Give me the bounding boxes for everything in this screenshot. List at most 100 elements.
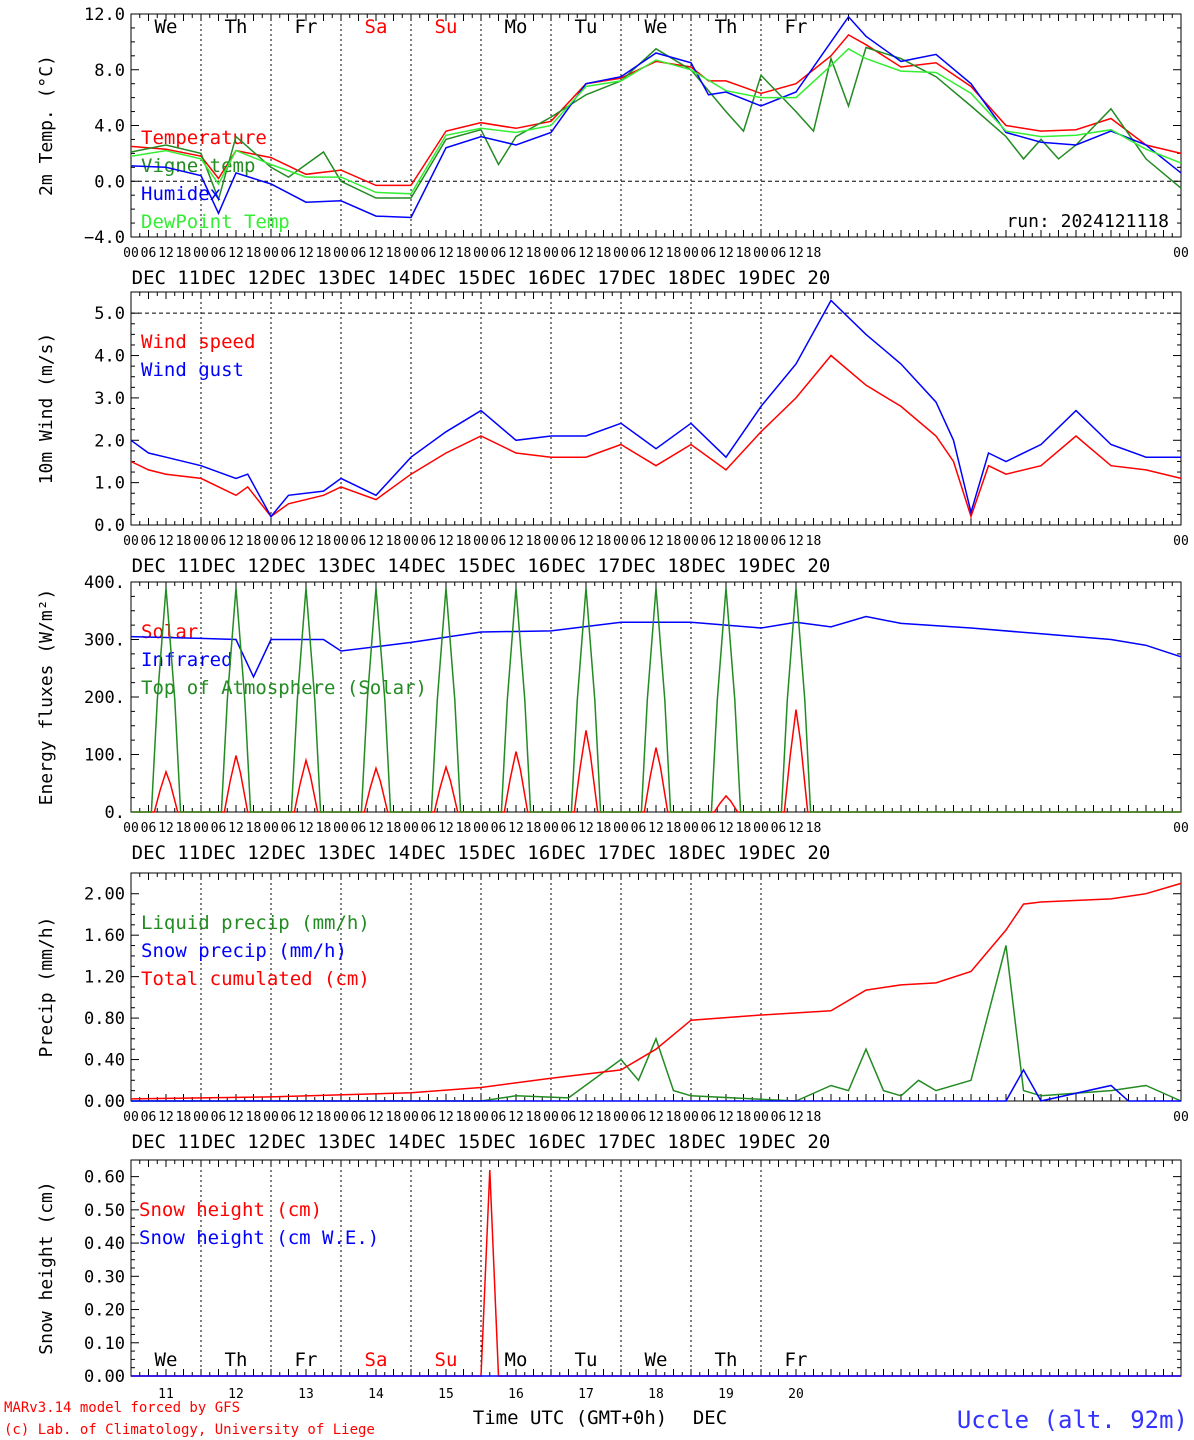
series-line (131, 1068, 1181, 1102)
hour-tick-label: 06 (491, 246, 507, 261)
date-label: DEC 14 (342, 842, 411, 864)
hour-tick-label: 12 (228, 1110, 244, 1125)
day-number-label: 17 (578, 1387, 594, 1402)
day-number-label: 18 (648, 1387, 664, 1402)
hour-tick-label: 18 (596, 534, 612, 549)
hour-tick-label: 12 (368, 821, 384, 836)
hour-tick-label: 00 (543, 534, 559, 549)
legend-entry: Infrared (141, 649, 233, 671)
hour-tick-label: 18 (386, 1110, 402, 1125)
hour-tick-label: 18 (386, 821, 402, 836)
hour-tick-label: 00 (123, 534, 139, 549)
day-number-label: 15 (438, 1387, 454, 1402)
hour-tick-label: 18 (596, 246, 612, 261)
hour-tick-label: 12 (438, 534, 454, 549)
hour-tick-label: 06 (211, 1110, 227, 1125)
y-tick-label: 3.0 (94, 389, 125, 409)
y-tick-label: 0.0 (94, 516, 125, 536)
hour-tick-label: 06 (491, 1110, 507, 1125)
y-axis-label: Precip (mm/h) (36, 917, 57, 1058)
y-tick-label: 5.0 (94, 304, 125, 324)
hour-tick-label: 12 (578, 246, 594, 261)
hour-tick-label: 00 (403, 246, 419, 261)
hour-tick-label: 00 (473, 821, 489, 836)
hour-tick-label: 12 (298, 534, 314, 549)
date-label: DEC 14 (342, 555, 411, 577)
y-tick-label: 1.0 (94, 474, 125, 494)
weekday-label: Mo (505, 1349, 528, 1371)
hour-tick-label: 06 (701, 534, 717, 549)
hour-tick-label: 12 (298, 821, 314, 836)
y-tick-label: 4.0 (94, 117, 125, 137)
panel-precip: 2.00 1.60 1.20 0.80 0.40 0.00 Precip (mm/h) Liq… (36, 872, 1189, 1153)
legend-entry: Snow precip (mm/h) (141, 940, 347, 962)
hour-tick-label: 00 (123, 821, 139, 836)
hour-tick-label: 00 (473, 246, 489, 261)
y-tick-label: 100. (84, 746, 125, 766)
hour-tick-label: 06 (421, 534, 437, 549)
y-axis-label: Energy fluxes (W/m²) (36, 589, 57, 806)
hour-tick-label: 18 (456, 821, 472, 836)
date-label: DEC 11 (132, 267, 201, 289)
hour-tick-label: 06 (421, 1110, 437, 1125)
y-tick-label: 0.10 (84, 1334, 125, 1354)
date-label: DEC 17 (552, 555, 621, 577)
station-label: Uccle (alt. 92m) (957, 1406, 1188, 1434)
hour-tick-label: 00 (1173, 821, 1189, 836)
hour-tick-label: 00 (473, 1110, 489, 1125)
hour-tick-label: 18 (596, 821, 612, 836)
hour-tick-label: 00 (1173, 246, 1189, 261)
hour-tick-label: 18 (806, 821, 822, 836)
hour-tick-label: 00 (473, 534, 489, 549)
hour-tick-label: 18 (316, 246, 332, 261)
hour-tick-label: 18 (666, 246, 682, 261)
date-label: DEC 17 (552, 267, 621, 289)
hour-tick-label: 06 (351, 821, 367, 836)
series-line (130, 882, 1182, 1100)
hour-tick-label: 18 (596, 1110, 612, 1125)
hour-tick-label: 06 (561, 534, 577, 549)
hour-tick-label: 12 (788, 1110, 804, 1125)
y-tick-label: 0.30 (84, 1267, 125, 1287)
hour-tick-label: 18 (176, 821, 192, 836)
date-label: DEC 16 (482, 842, 551, 864)
hour-tick-label: 12 (298, 246, 314, 261)
hour-tick-label: 00 (193, 246, 209, 261)
hour-tick-label: 06 (141, 1110, 157, 1125)
hour-tick-label: 00 (403, 821, 419, 836)
hour-tick-label: 12 (438, 1110, 454, 1125)
run-label: run: 2024121118 (1006, 211, 1169, 232)
y-tick-label: 0. (105, 803, 125, 823)
y-axis-label: 2m Temp. (°C) (36, 55, 57, 196)
hour-tick-label: 06 (771, 1110, 787, 1125)
y-tick-label: −4.0 (84, 228, 125, 248)
hour-tick-label: 18 (736, 1110, 752, 1125)
hour-tick-label: 06 (771, 534, 787, 549)
hour-tick-label: 00 (193, 534, 209, 549)
hour-tick-label: 12 (158, 821, 174, 836)
series-line (130, 299, 1181, 518)
y-tick-label: 0.40 (84, 1234, 125, 1254)
hour-tick-label: 00 (123, 246, 139, 261)
date-label: DEC 11 (132, 842, 201, 864)
y-tick-label: 0.60 (84, 1168, 125, 1188)
hour-tick-label: 00 (543, 821, 559, 836)
hour-tick-label: 12 (788, 246, 804, 261)
hour-tick-label: 00 (333, 534, 349, 549)
hour-tick-label: 06 (701, 821, 717, 836)
day-number-label: 11 (158, 1387, 174, 1402)
date-label: DEC 13 (272, 555, 341, 577)
panel-wind: 5.0 4.0 3.0 2.0 1.0 0.0 10m Wind (m/s) Wind spe… (36, 291, 1189, 577)
hour-tick-label: 06 (351, 534, 367, 549)
hour-tick-label: 06 (351, 246, 367, 261)
date-label: DEC 14 (342, 267, 411, 289)
panel-flux: 400.300.200.100.0.Energy fluxes (W/m²) So… (36, 573, 1189, 864)
y-axis-label: Snow height (cm) (36, 1181, 57, 1354)
weekday-label: Sa (365, 1349, 388, 1371)
date-label: DEC 20 (762, 1131, 831, 1153)
hour-tick-label: 06 (421, 821, 437, 836)
hour-tick-label: 06 (281, 821, 297, 836)
hour-tick-label: 00 (333, 1110, 349, 1125)
hour-tick-label: 12 (508, 246, 524, 261)
hour-tick-label: 00 (753, 534, 769, 549)
